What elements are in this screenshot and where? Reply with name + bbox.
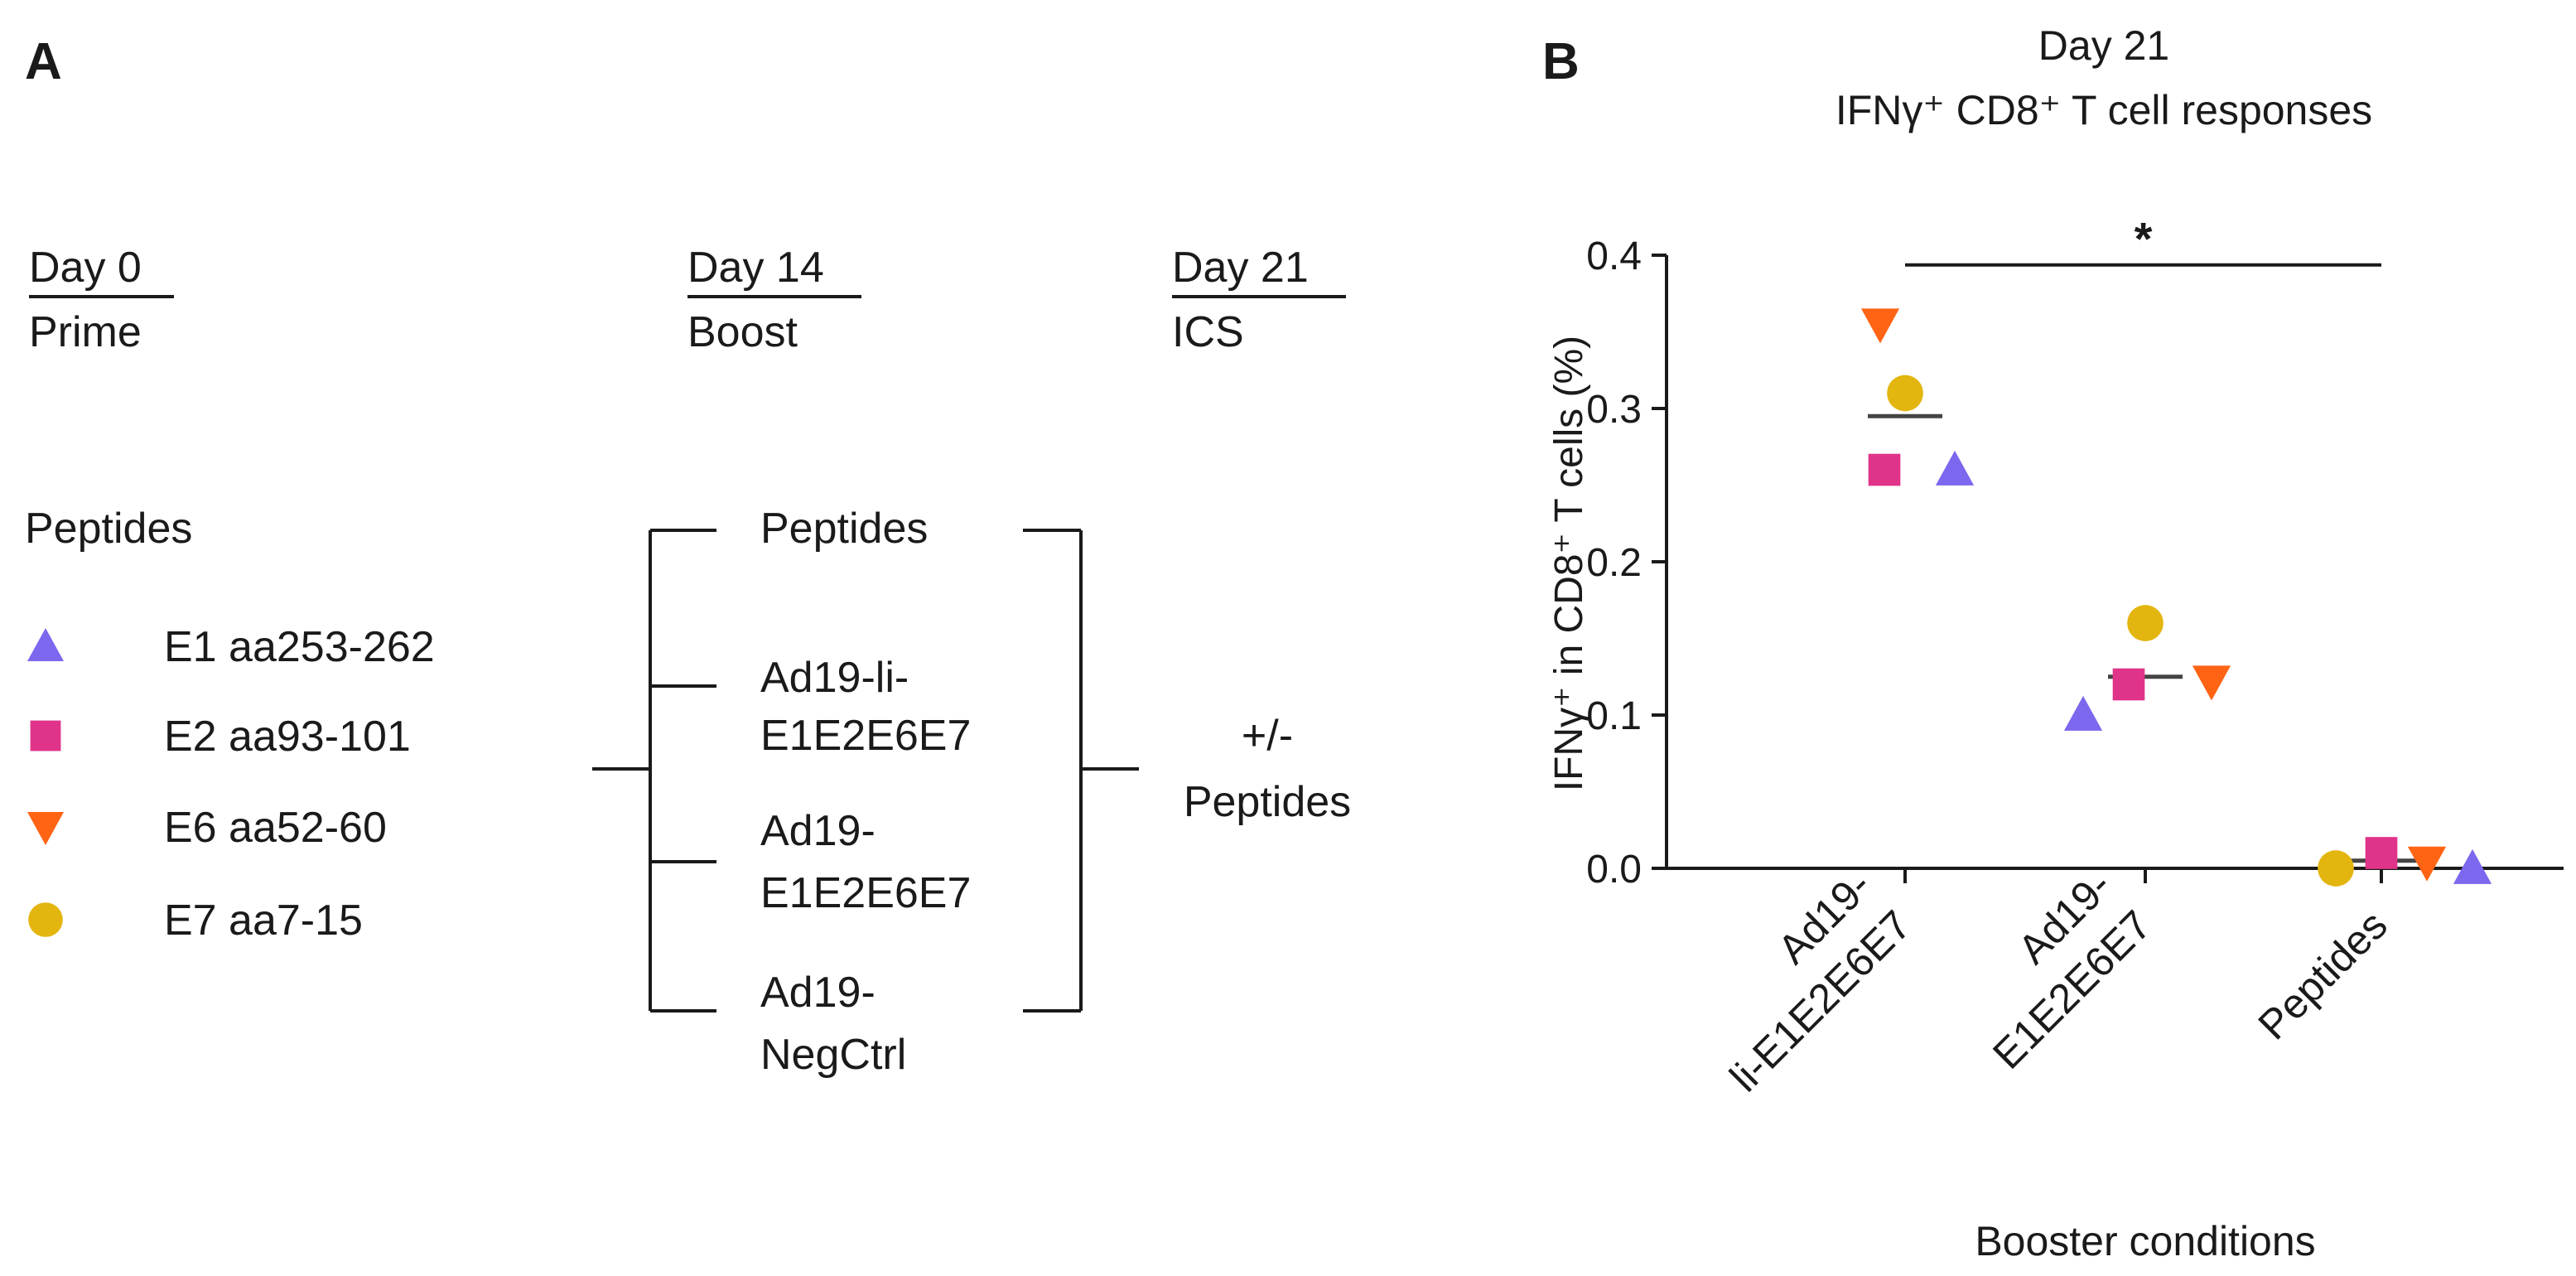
data-point-s1-c2 xyxy=(2063,695,2103,731)
legend-label-3: E6 aa52-60 xyxy=(164,804,387,852)
boost-option-ad19-line1: Ad19- xyxy=(760,807,876,855)
data-point-s3-c2 xyxy=(2192,665,2231,701)
timeline-step-boost: Boost xyxy=(687,308,798,356)
data-point-s2-c2 xyxy=(2112,668,2145,701)
data-point-s1-c1 xyxy=(1935,450,1975,486)
timeline-day-0: Day 0 xyxy=(29,244,142,292)
legend-marker-4 xyxy=(28,902,63,937)
ics-line-1: +/- xyxy=(1242,712,1293,760)
data-point-s4-c2 xyxy=(2127,605,2164,641)
ics-line-2: Peptides xyxy=(1184,778,1351,826)
boost-bracket xyxy=(592,529,1139,1013)
timeline-day-14: Day 14 xyxy=(687,244,824,292)
y-tick-label-4: 0.4 xyxy=(1586,234,1642,278)
boost-option-negctrl-line1: Ad19- xyxy=(760,969,876,1017)
boost-option-peptides: Peptides xyxy=(760,505,928,553)
y-tick-label-1: 0.1 xyxy=(1586,694,1642,738)
y-axis-label: IFNγ⁺ in CD8⁺ T cells (%) xyxy=(1547,336,1591,791)
data-point-s2-c3 xyxy=(2365,837,2398,869)
data-point-s2-c1 xyxy=(1868,453,1901,486)
panel-b-label: B xyxy=(1542,33,1580,90)
data-point-s3-c1 xyxy=(1860,308,1900,344)
chart-title: Day 21 xyxy=(2038,22,2169,69)
boost-options: Peptides Ad19-li- E1E2E6E7 Ad19- E1E2E6E… xyxy=(760,505,971,1079)
y-tick-label-3: 0.3 xyxy=(1586,388,1642,432)
y-tick-label-2: 0.2 xyxy=(1586,541,1642,585)
data-point-s4-c1 xyxy=(1887,375,1923,412)
data-point-s1-c3 xyxy=(2453,848,2492,884)
data-point-s3-c3 xyxy=(2407,846,2447,882)
timeline: Day 0 Prime Day 14 Boost Day 21 ICS xyxy=(29,244,1346,356)
legend-label-2: E2 aa93-101 xyxy=(164,713,411,761)
legend-label-4: E7 aa7-15 xyxy=(164,897,363,945)
legend-marker-3 xyxy=(27,812,64,845)
panel-b: B Day 21 IFNγ⁺ CD8⁺ T cell responses IFN… xyxy=(1542,22,2564,1264)
y-tick-label-0: 0.0 xyxy=(1586,848,1642,892)
x-tick-label-2-line-1: Peptides xyxy=(2250,901,2396,1048)
peptide-legend: E1 aa253-262 E2 aa93-101 E6 aa52-60 E7 aa7-… xyxy=(27,623,435,945)
timeline-step-prime: Prime xyxy=(29,308,142,356)
panel-a: A Day 0 Prime Day 14 Boost Day 21 ICS Pe… xyxy=(25,33,1351,1079)
chart-subtitle: IFNγ⁺ CD8⁺ T cell responses xyxy=(1836,87,2372,133)
timeline-day-21: Day 21 xyxy=(1172,244,1309,292)
boost-option-ad19-li-line1: Ad19-li- xyxy=(760,654,909,702)
data-point-s4-c3 xyxy=(2318,850,2354,887)
boost-option-ad19-line2: E1E2E6E7 xyxy=(760,869,971,917)
timeline-step-ics: ICS xyxy=(1172,308,1244,356)
peptides-heading: Peptides xyxy=(25,505,192,553)
legend-marker-2 xyxy=(30,720,61,752)
boost-option-negctrl-line2: NegCtrl xyxy=(760,1031,906,1079)
panel-a-label: A xyxy=(25,33,62,90)
x-axis-label: Booster conditions xyxy=(1975,1218,2315,1264)
boost-option-ad19-li-line2: E1E2E6E7 xyxy=(760,712,971,760)
significance-star: * xyxy=(2135,213,2153,265)
legend-marker-1 xyxy=(27,628,64,661)
legend-label-1: E1 aa253-262 xyxy=(164,623,435,671)
